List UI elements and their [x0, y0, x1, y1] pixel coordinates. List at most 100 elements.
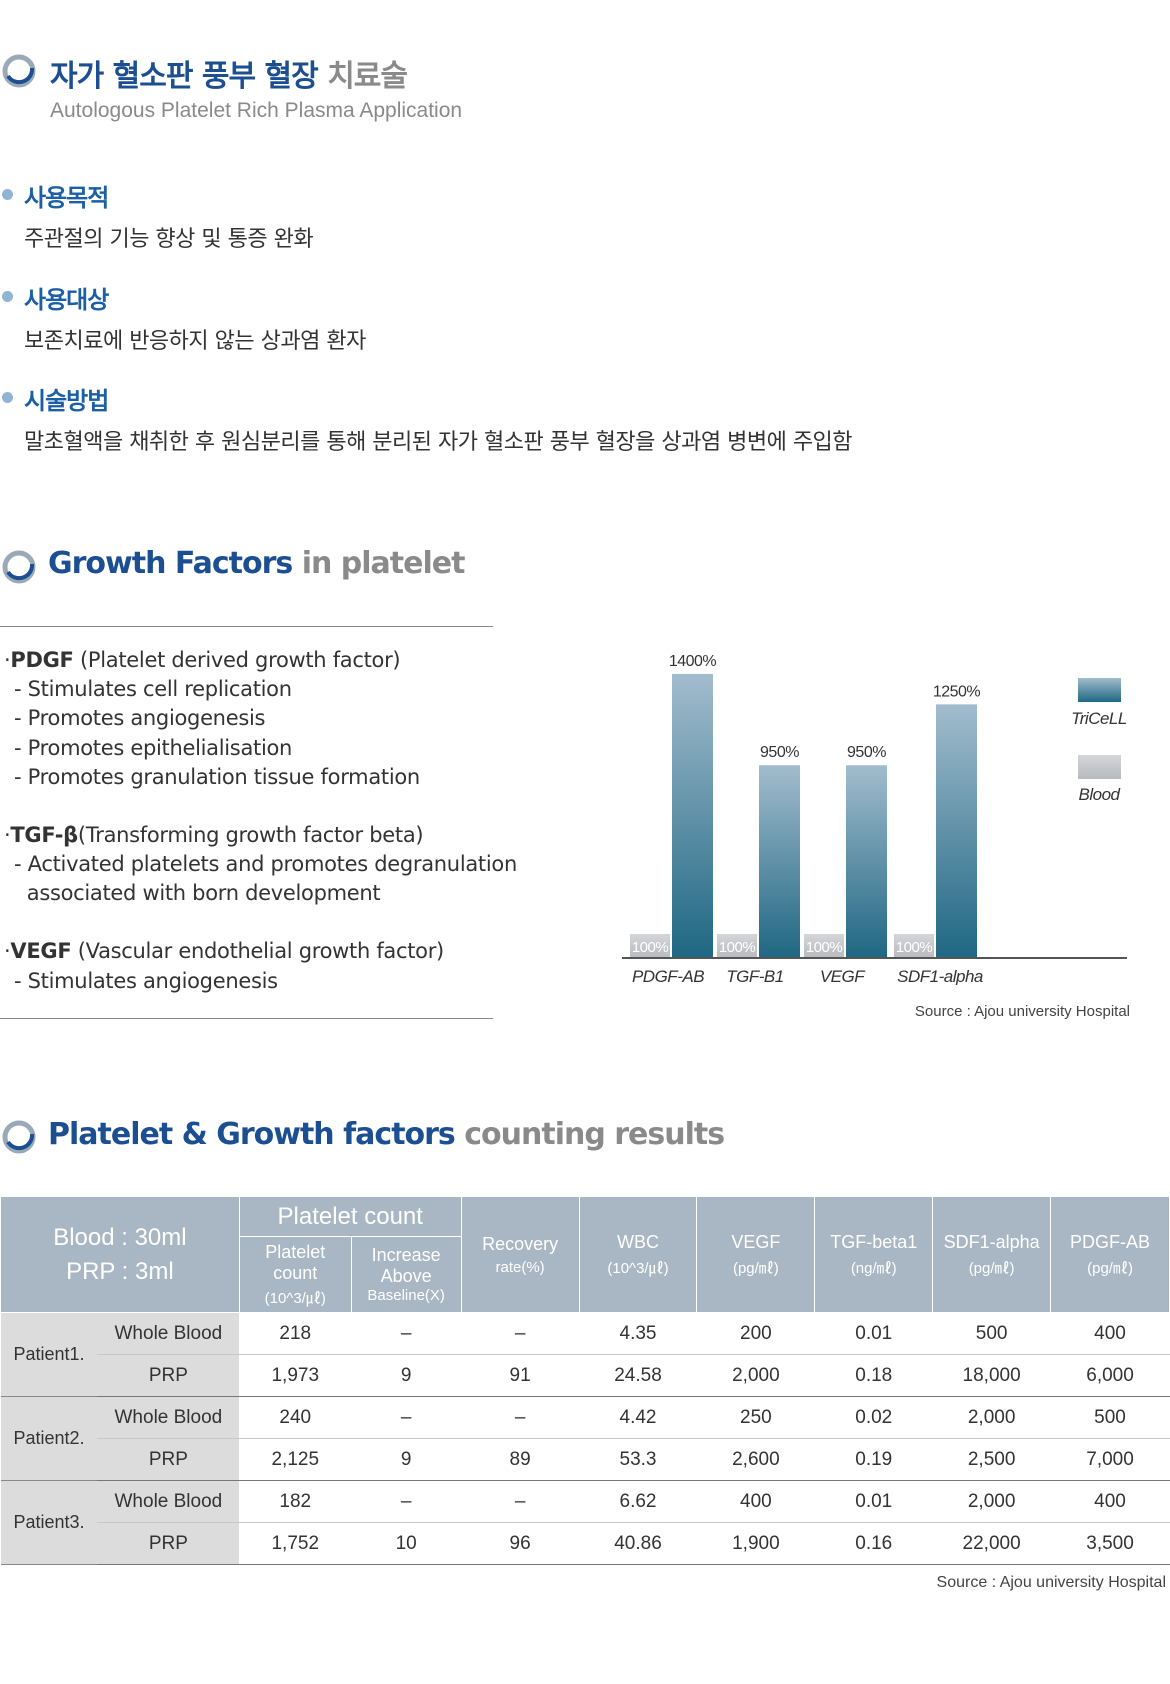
table-cell: 89 — [461, 1438, 580, 1481]
swirl-logo-icon — [2, 54, 36, 88]
table-row: PRP 1,973 9 91 24.58 2,000 0.18 18,000 6,000 — [1, 1354, 1170, 1397]
table-cell: 1,752 — [239, 1522, 352, 1565]
header-tgf-unit: (ng/㎖) — [850, 1259, 897, 1277]
results-table: Blood : 30ml PRP : 3ml Platelet count Re… — [0, 1196, 1170, 1565]
table-cell: 9 — [351, 1438, 462, 1481]
bar-blood-1 — [717, 934, 757, 958]
table-cell: 6.62 — [579, 1480, 697, 1523]
patient-name: Patient1. — [0, 1312, 98, 1397]
table-cell: 400 — [1050, 1480, 1170, 1523]
swirl-logo-icon — [2, 550, 36, 584]
pdgf-point: - Promotes epithelialisation — [14, 736, 293, 760]
bullet-dot — [2, 291, 13, 302]
bar-blood-3 — [894, 934, 934, 958]
table-cell: – — [461, 1396, 580, 1439]
data-label-tricell-3: 1250% — [933, 683, 981, 700]
bullet-dot — [2, 392, 13, 403]
table-cell: 2,500 — [932, 1438, 1051, 1481]
table-row: Patient2. Whole Blood 240– –4.42 250 0.02 2,00… — [0, 1396, 1170, 1481]
patient-name: Patient2. — [0, 1396, 98, 1481]
tgf-point: associated with born development — [14, 881, 381, 905]
bar-tricell-1 — [759, 765, 800, 958]
table-cell: 500 — [1050, 1396, 1170, 1439]
table-cell: 0.19 — [814, 1438, 933, 1481]
header-wbc: WBC (10^3/㎕) — [578, 1196, 698, 1313]
tgf-name: TGF-β — [10, 823, 78, 847]
table-cell: 10 — [351, 1522, 462, 1565]
table-cell: 0.16 — [814, 1522, 933, 1565]
data-label-blood-1: 100% — [719, 939, 756, 956]
data-label-tricell-1: 950% — [760, 744, 799, 761]
table-cell: 40.86 — [579, 1522, 697, 1565]
tgf-point: - Activated platelets and promotes degra… — [14, 852, 517, 876]
sample-type: PRP — [97, 1354, 240, 1397]
x-tick-label-2: VEGF — [820, 967, 866, 985]
legend-swatch-blood — [1078, 755, 1121, 779]
header-sdf-label: SDF1-alpha — [943, 1231, 1040, 1252]
swirl-logo-icon — [2, 1120, 36, 1154]
vegf-heading: ·VEGF (Vascular endothelial growth facto… — [4, 939, 444, 963]
bar-tricell-0 — [672, 673, 713, 958]
bullet-dot — [2, 189, 13, 200]
table-cell: – — [461, 1312, 580, 1355]
header-recovery-unit: rate(%) — [495, 1258, 545, 1276]
header-sdf-unit: (pg/㎖) — [968, 1259, 1015, 1277]
table-cell: 91 — [461, 1354, 580, 1397]
table-cell: 500 — [932, 1312, 1051, 1355]
table-row: Patient1. Whole Blood 218– –4.35 200 0.01 500 4… — [0, 1312, 1170, 1397]
purpose-heading: 사용목적 — [24, 184, 109, 212]
header-pc-count-unit: (10^3/㎕) — [264, 1289, 326, 1307]
table-cell: 0.02 — [814, 1396, 933, 1439]
table-cell: 400 — [696, 1480, 815, 1523]
table-cell: – — [461, 1480, 580, 1523]
table-cell: 1,900 — [696, 1522, 815, 1565]
table-cell: 182 — [239, 1480, 352, 1523]
table-cell: 2,000 — [932, 1396, 1051, 1439]
table-cell: 18,000 — [932, 1354, 1051, 1397]
section2-title: Growth Factors in platelet — [48, 546, 466, 581]
table-cell: 1,973 — [239, 1354, 352, 1397]
legend-swatch-tricell — [1078, 678, 1121, 702]
vegf-name: VEGF — [10, 939, 72, 963]
table-cell: 200 — [696, 1312, 815, 1355]
header-sdf: SDF1-alpha (pg/㎖) — [932, 1196, 1052, 1313]
section3-title-gray: counting results — [464, 1117, 725, 1152]
header-pdgf-label: PDGF-AB — [1070, 1231, 1151, 1252]
pdgf-point: - Stimulates cell replication — [14, 677, 292, 701]
header-tgf-label: TGF-beta1 — [830, 1231, 918, 1252]
section2-title-gray: in platelet — [301, 546, 466, 581]
header-pc-inc-l2: Above — [380, 1266, 432, 1286]
table-cell: 2,000 — [932, 1480, 1051, 1523]
table-cell: 218 — [239, 1312, 352, 1355]
x-tick-label-0: PDGF-AB — [632, 967, 704, 985]
header-prp: PRP : 3ml — [66, 1257, 174, 1285]
table-cell: 3,500 — [1050, 1522, 1170, 1565]
divider-bottom — [0, 1018, 493, 1019]
header-pdgf-unit: (pg/㎖) — [1087, 1259, 1133, 1277]
header-pc-count: Platelet count (10^3/㎕) — [238, 1236, 352, 1313]
table-cell: 24.58 — [579, 1354, 697, 1397]
bar-blood-0 — [630, 934, 670, 958]
header-platelet-count: Platelet count — [238, 1196, 462, 1237]
sample-type: PRP — [97, 1522, 240, 1565]
tgf-desc: (Transforming growth factor beta) — [77, 823, 424, 847]
bar-tricell-3 — [936, 704, 977, 958]
target-text: 보존치료에 반응하지 않는 상과염 환자 — [24, 329, 366, 354]
sample-type: Whole Blood — [97, 1312, 240, 1355]
patient-name: Patient3. — [0, 1480, 98, 1565]
pdgf-name: PDGF — [10, 648, 74, 672]
data-label-blood-3: 100% — [896, 939, 933, 956]
pdgf-point: - Promotes angiogenesis — [14, 706, 266, 730]
x-tick-label-1: TGF-B1 — [726, 967, 783, 985]
sample-type: Whole Blood — [97, 1480, 240, 1523]
table-cell: 6,000 — [1050, 1354, 1170, 1397]
header-vegf: VEGF (pg/㎖) — [696, 1196, 816, 1313]
vegf-desc: (Vascular endothelial growth factor) — [77, 939, 444, 963]
bar-blood-2 — [804, 934, 844, 958]
table-cell: 0.01 — [814, 1480, 933, 1523]
table-row: PRP 2,125 9 89 53.3 2,600 0.19 2,500 7,000 — [1, 1438, 1170, 1481]
table-cell: 240 — [239, 1396, 352, 1439]
tgf-heading: ·TGF-β(Transforming growth factor beta) — [4, 823, 424, 847]
header-pdgf: PDGF-AB (pg/㎖) — [1050, 1196, 1170, 1313]
divider-top — [0, 626, 493, 627]
